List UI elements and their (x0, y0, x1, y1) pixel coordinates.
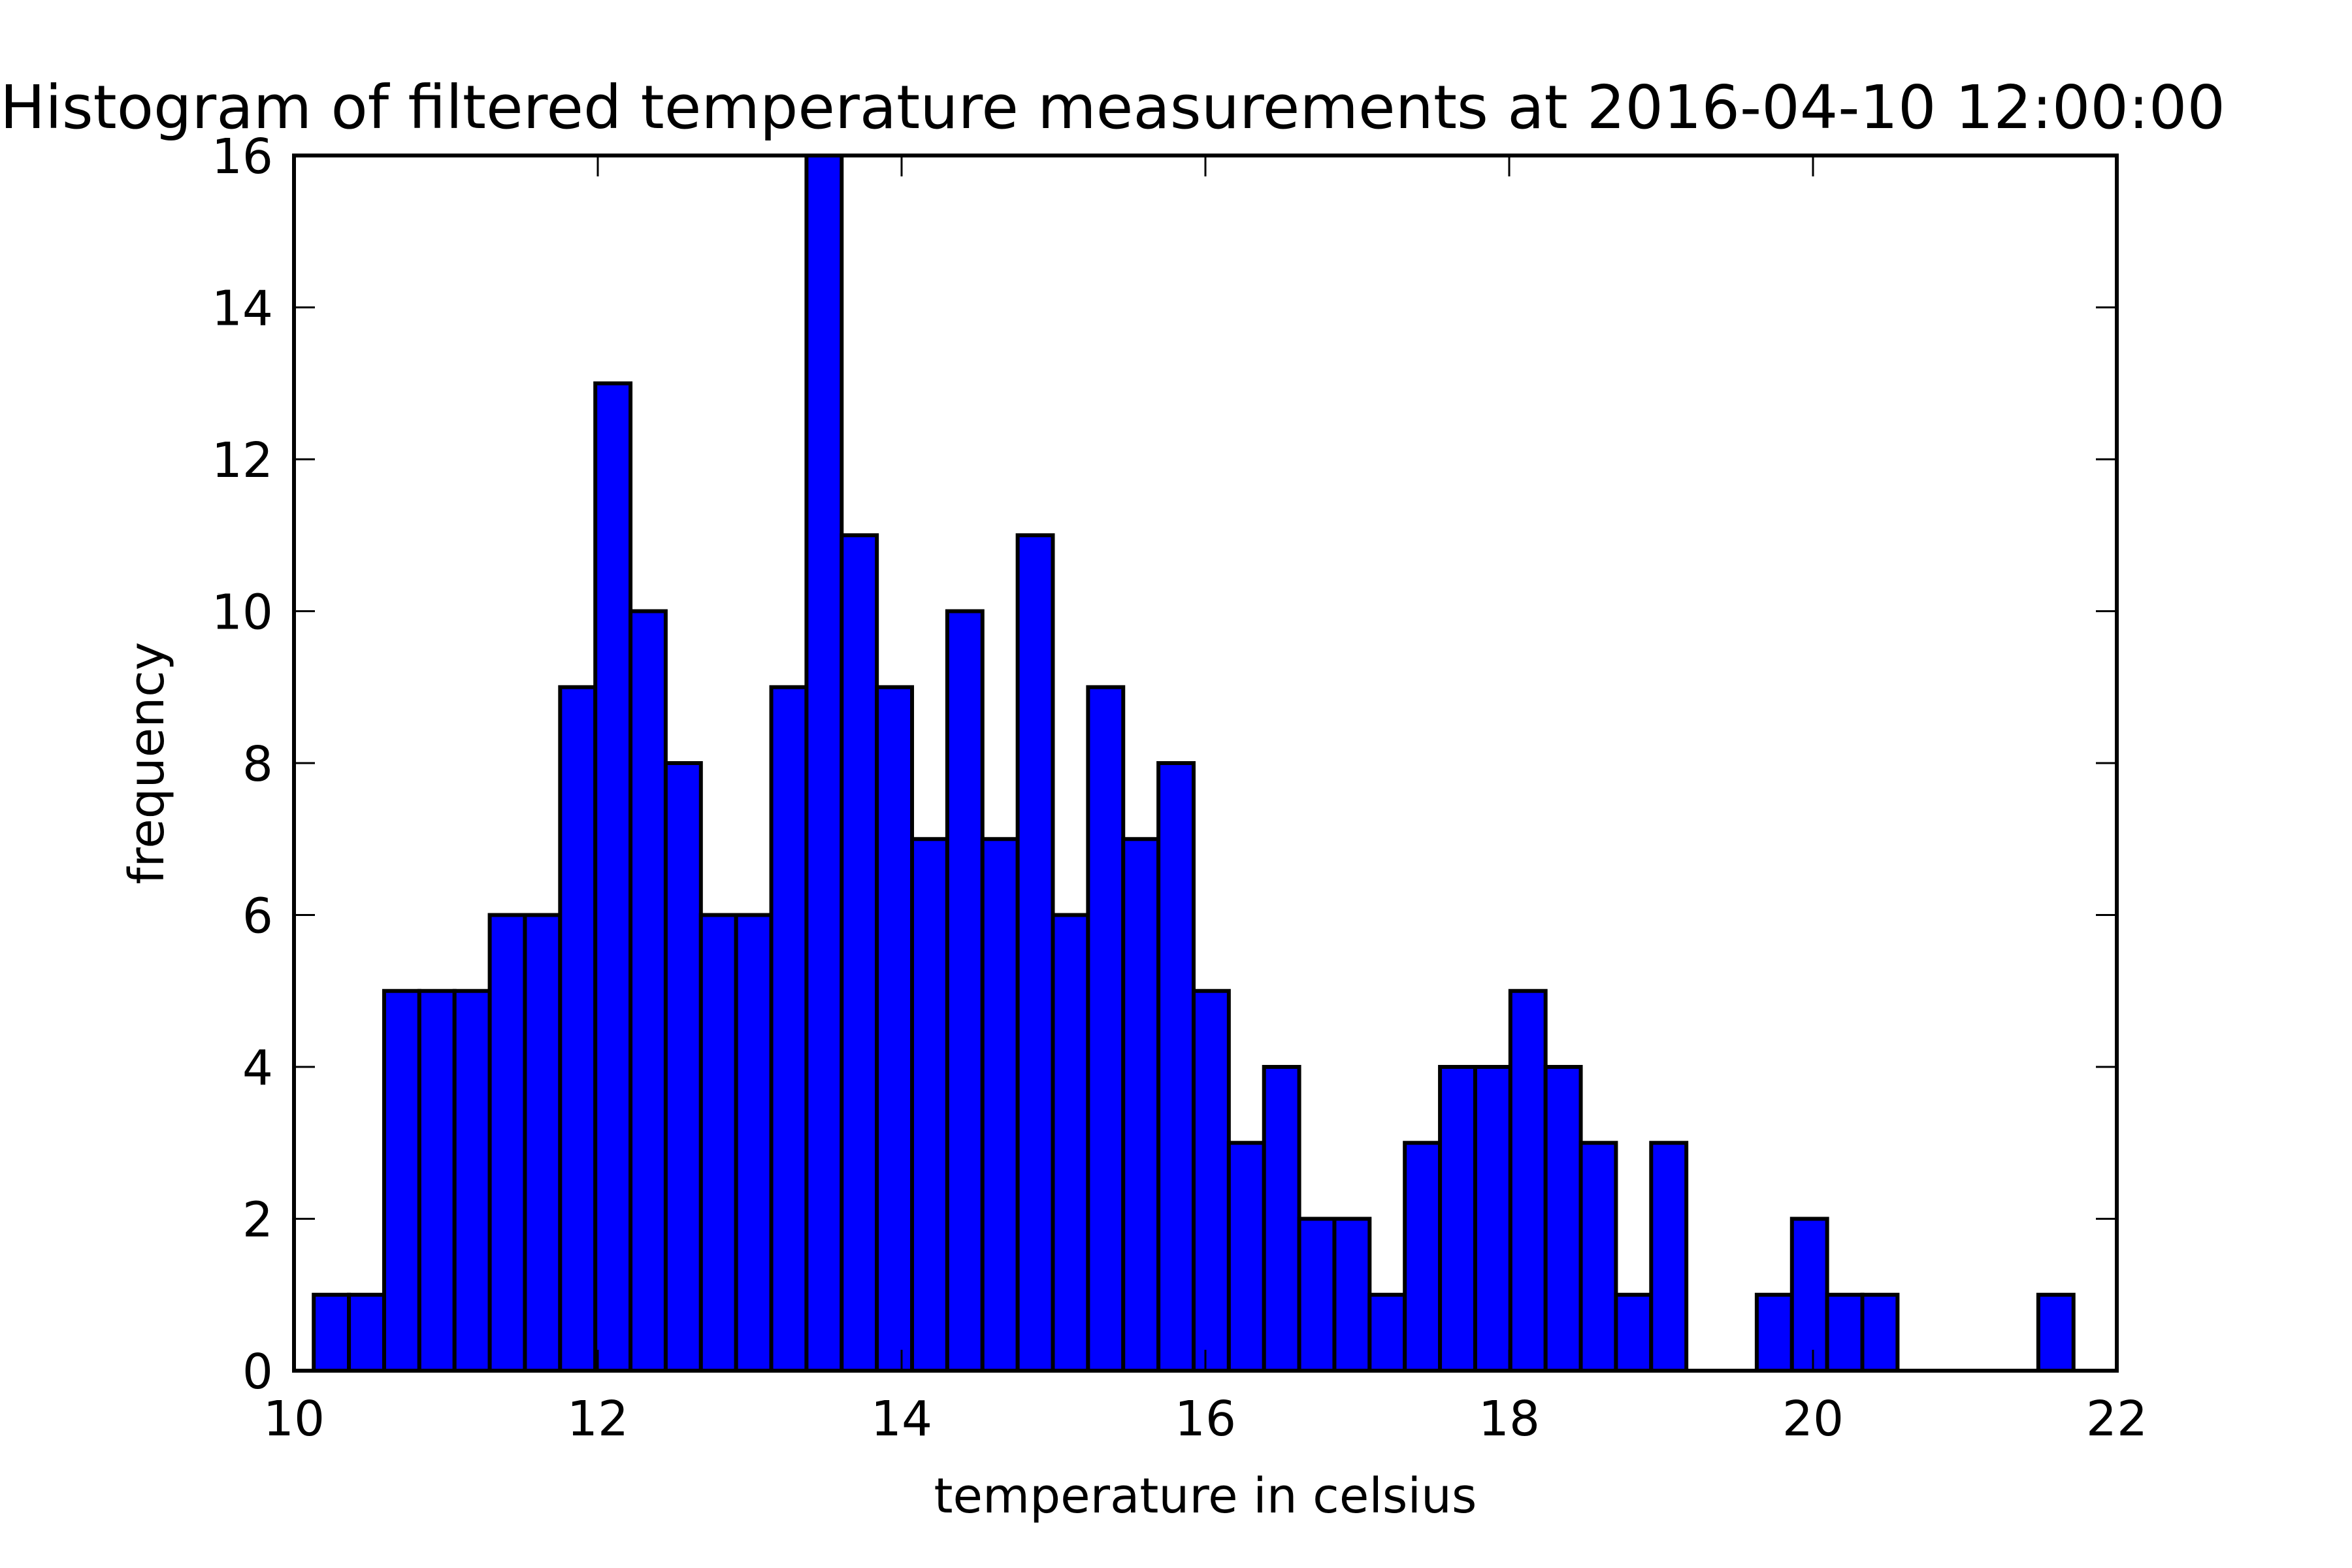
chart-title: Histogram of filtered temperature measur… (0, 73, 2225, 142)
y-tick-label: 12 (212, 433, 273, 489)
x-tick-label: 22 (2086, 1391, 2148, 1447)
histogram-bar (347, 1292, 386, 1373)
bars-group (312, 154, 2076, 1373)
histogram-bar (698, 913, 738, 1373)
x-tick-label: 10 (263, 1391, 325, 1447)
histogram-bar (1578, 1141, 1618, 1373)
histogram-bar (663, 761, 703, 1373)
y-tick-label: 10 (212, 585, 273, 641)
histogram-bar (1297, 1217, 1337, 1373)
y-tick-labels: 0 2 4 6 8 10 12 14 16 (212, 129, 273, 1400)
histogram-bar (980, 837, 1020, 1373)
histogram-bar (1262, 1065, 1301, 1373)
histogram-bar (840, 533, 879, 1373)
x-tick-label: 20 (1782, 1391, 1844, 1447)
histogram-bar (1086, 685, 1126, 1373)
histogram-bar (1226, 1141, 1266, 1373)
histogram-bar (452, 988, 492, 1373)
x-tick-label: 14 (871, 1391, 932, 1447)
histogram-bar (1860, 1292, 1900, 1373)
y-axis-label: frequency (119, 642, 175, 884)
y-tick-label: 16 (212, 129, 273, 185)
x-tick-label: 18 (1478, 1391, 1540, 1447)
histogram-bar (1051, 913, 1090, 1373)
histogram-bar (382, 988, 421, 1373)
histogram-bar (417, 988, 457, 1373)
histogram-bar (1473, 1065, 1512, 1373)
histogram-bar (1191, 988, 1231, 1373)
histogram-bar (769, 685, 809, 1373)
histogram-bar (804, 154, 844, 1373)
histogram-bar (1543, 1065, 1583, 1373)
histogram-bar (312, 1292, 351, 1373)
histogram-bar (1438, 1065, 1477, 1373)
histogram-bar (1508, 988, 1548, 1373)
y-tick-label: 8 (242, 736, 273, 792)
histogram-bar (1156, 761, 1196, 1373)
histogram-bar (945, 609, 985, 1373)
histogram-bar (1789, 1217, 1829, 1373)
histogram-bar (1649, 1141, 1689, 1373)
histogram-bar (1367, 1292, 1407, 1373)
y-tick-label: 2 (242, 1192, 273, 1249)
histogram-bar (910, 837, 949, 1373)
histogram-bar (629, 609, 668, 1373)
histogram-bar (734, 913, 774, 1373)
y-tick-label: 6 (242, 889, 273, 945)
histogram-bar (1015, 533, 1055, 1373)
x-tick-label: 16 (1175, 1391, 1236, 1447)
histogram-bar (487, 913, 527, 1373)
y-tick-label: 0 (242, 1344, 273, 1400)
histogram-bar (2036, 1292, 2076, 1373)
histogram-bar (1754, 1292, 1794, 1373)
y-tick-label: 4 (242, 1040, 273, 1096)
histogram-bar (593, 381, 633, 1373)
x-tick-label: 12 (567, 1391, 629, 1447)
histogram-bar (558, 685, 598, 1373)
x-axis-label: temperature in celsius (934, 1468, 1477, 1524)
histogram-bar (1825, 1292, 1865, 1373)
histogram-bar (1403, 1141, 1443, 1373)
histogram-bar (523, 913, 563, 1373)
histogram-bar (1614, 1292, 1654, 1373)
histogram-bar (1332, 1217, 1372, 1373)
histogram-bar (1121, 837, 1161, 1373)
histogram-bar (875, 685, 915, 1373)
y-tick-label: 14 (212, 281, 273, 337)
tick-marks (293, 154, 2118, 1372)
x-tick-labels: 10 12 14 16 18 20 22 (263, 1391, 2148, 1447)
